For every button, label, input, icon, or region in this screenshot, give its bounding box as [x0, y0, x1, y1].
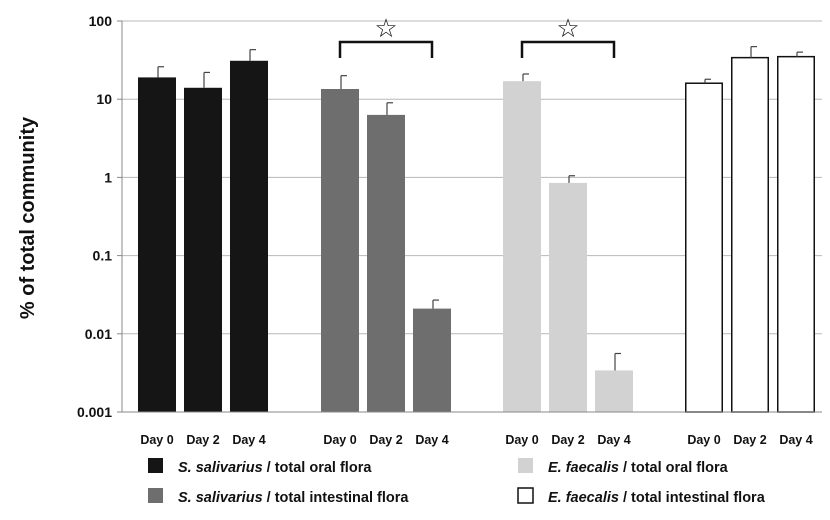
legend-ratio: / total intestinal flora [263, 490, 410, 506]
bar [184, 87, 222, 412]
x-category-label: Day 2 [733, 433, 766, 447]
significance-bracket [520, 40, 616, 58]
legend-label: S. salivarius / total intestinal flora [178, 490, 409, 506]
bar [413, 308, 451, 412]
y-tick-label: 0.01 [85, 326, 112, 342]
legend-swatch [148, 458, 163, 473]
bar [777, 55, 815, 413]
significance-bracket [338, 40, 434, 58]
y-axis-label: % of total community [17, 116, 39, 319]
significance-star: ☆ [374, 13, 397, 43]
legend-swatch [518, 458, 533, 473]
bar [685, 82, 723, 413]
x-category-label: Day 0 [140, 433, 173, 447]
legend-species: S. salivarius [178, 460, 263, 476]
bar [367, 114, 405, 412]
legend-ratio: / total oral flora [263, 460, 373, 476]
y-tick-label: 10 [96, 91, 112, 107]
legend-ratio: / total intestinal flora [619, 490, 766, 506]
bar [321, 89, 359, 412]
x-category-labels: Day 0 Day 2 Day 4 Day 0 Day 2 Day 4 Day 0 Day 2… [140, 433, 812, 447]
bar [138, 77, 176, 413]
x-category-label: Day 0 [323, 433, 356, 447]
legend-swatch [517, 487, 534, 504]
x-category-label: Day 4 [779, 433, 812, 447]
x-category-label: Day 0 [687, 433, 720, 447]
x-category-label: Day 4 [232, 433, 265, 447]
y-tick-label: 1 [104, 169, 112, 185]
bar [731, 56, 769, 413]
x-category-label: Day 0 [505, 433, 538, 447]
bar [230, 60, 268, 413]
legend-label: S. salivarius / total oral flora [178, 460, 372, 476]
bars [138, 55, 815, 413]
bar [595, 370, 633, 412]
error-bars [157, 46, 803, 371]
bar [503, 81, 541, 412]
x-category-label: Day 4 [415, 433, 448, 447]
significance-markers: ☆ ☆ [338, 13, 616, 58]
x-category-label: Day 4 [597, 433, 630, 447]
y-tick-label: 0.1 [93, 248, 113, 264]
bar [549, 182, 587, 412]
legend-swatch [148, 488, 163, 503]
x-category-label: Day 2 [551, 433, 584, 447]
y-tick-labels: 100 10 1 0.1 0.01 0.001 [77, 13, 112, 420]
y-tick-label: 0.001 [77, 404, 112, 420]
axes [117, 20, 822, 413]
y-tick-label: 100 [89, 13, 113, 29]
legend-species: E. faecalis [548, 460, 619, 476]
legend-ratio: / total oral flora [619, 460, 729, 476]
legend-species: E. faecalis [548, 490, 619, 506]
legend-label: E. faecalis / total intestinal flora [548, 490, 766, 506]
x-category-label: Day 2 [186, 433, 219, 447]
legend-label: E. faecalis / total oral flora [548, 460, 729, 476]
x-category-label: Day 2 [369, 433, 402, 447]
significance-star: ☆ [556, 13, 579, 43]
legend-species: S. salivarius [178, 490, 263, 506]
